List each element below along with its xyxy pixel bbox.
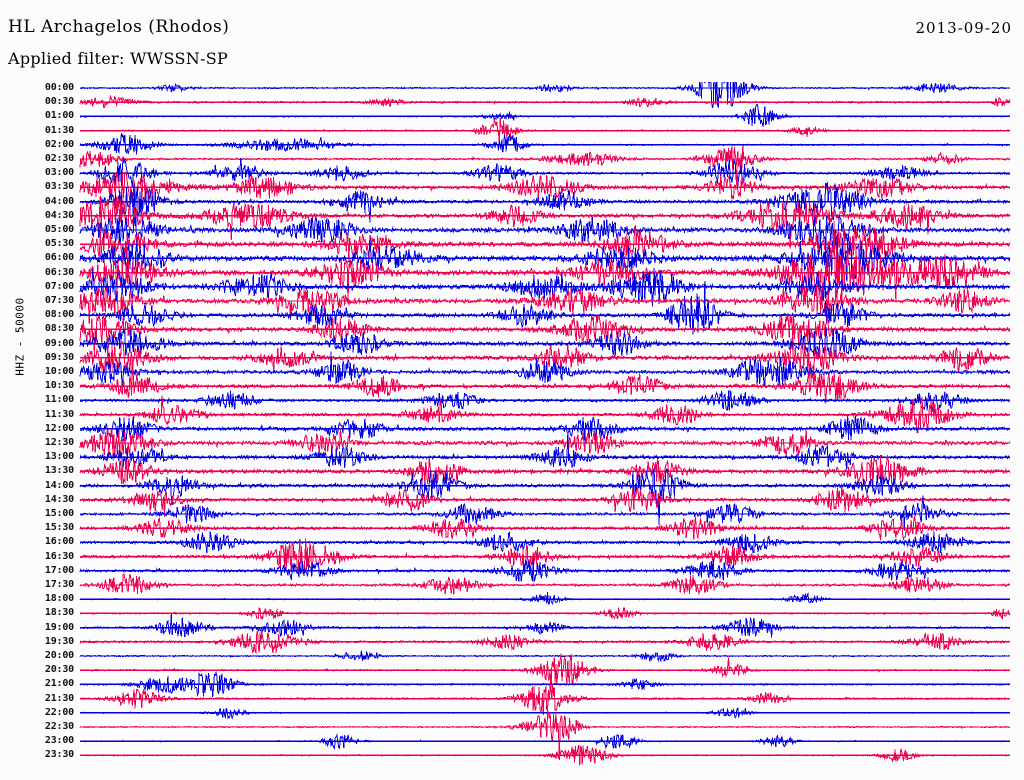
row-time-label: 15:00 <box>44 508 74 519</box>
seismic-trace <box>79 591 1011 605</box>
seismic-trace <box>79 267 1011 307</box>
seismic-trace <box>80 103 1011 127</box>
seismic-trace <box>79 711 1011 760</box>
row-time-label: 17:00 <box>44 564 74 576</box>
row-time-label: 12:00 <box>44 422 74 434</box>
page-title: HL Archagelos (Rhodos) <box>8 17 230 37</box>
row-time-label: 19:30 <box>44 635 74 647</box>
row-time-label: 09:00 <box>44 337 74 349</box>
row-time-label: 21:00 <box>44 678 74 690</box>
row-time-label: 05:30 <box>44 238 74 250</box>
row-time-label: 23:00 <box>44 735 74 747</box>
row-time-label: 20:00 <box>44 650 74 661</box>
seismic-trace <box>79 182 1011 223</box>
row-time-label: 13:30 <box>44 465 74 477</box>
row-time-label: 14:30 <box>44 493 74 505</box>
row-time-label: 02:30 <box>44 153 74 164</box>
seismic-trace <box>79 165 1011 207</box>
row-time-label: 03:30 <box>44 181 74 193</box>
seismic-trace <box>79 133 1011 155</box>
row-time-label: 22:00 <box>44 706 74 718</box>
row-time-label: 14:00 <box>44 479 74 491</box>
row-time-label: 19:00 <box>44 621 74 633</box>
row-time-label: 13:00 <box>44 451 74 463</box>
row-time-label: 11:00 <box>44 394 74 406</box>
row-time-label: 08:00 <box>44 309 74 321</box>
row-time-label: 01:30 <box>44 124 74 136</box>
row-time-label: 07:30 <box>44 295 74 306</box>
row-time-label: 10:30 <box>44 380 74 392</box>
row-time-label: 01:00 <box>44 110 74 122</box>
seismic-trace <box>79 486 1011 517</box>
row-time-label: 23:30 <box>44 749 74 761</box>
row-time-label: 16:00 <box>44 536 74 548</box>
row-time-label: 18:00 <box>44 593 74 605</box>
row-time-label: 04:30 <box>44 209 74 221</box>
row-time-label: 12:30 <box>44 437 74 448</box>
row-time-label: 10:00 <box>44 366 74 377</box>
row-time-label: 03:00 <box>44 167 74 179</box>
seismic-trace <box>79 433 1011 471</box>
row-time-label: 06:00 <box>44 252 74 264</box>
row-time-label: 15:30 <box>44 522 74 534</box>
row-time-label: 00:30 <box>44 96 74 108</box>
row-time-label: 02:00 <box>44 138 74 150</box>
seismic-trace <box>79 614 1011 638</box>
helicorder-plot: 00:00 00:30 01:00 01:30 02:00 02:30 03:00 03:30… <box>0 82 1024 777</box>
row-time-label: 18:30 <box>44 607 74 619</box>
row-time-label: 22:30 <box>44 721 74 732</box>
row-time-label: 07:00 <box>44 280 74 292</box>
applied-filter-label: Applied filter: WWSSN-SP <box>8 49 229 68</box>
row-time-label: 00:00 <box>44 82 74 93</box>
row-time-label: 05:00 <box>44 224 74 235</box>
seismic-trace <box>79 145 1011 170</box>
seismic-trace <box>79 82 1011 109</box>
trace-canvas <box>79 82 1011 766</box>
row-time-label: 08:30 <box>44 323 74 335</box>
row-time-label: 09:30 <box>44 351 74 363</box>
seismic-trace <box>79 531 1011 557</box>
row-time-label: 17:30 <box>44 579 74 590</box>
row-time-label: 06:30 <box>44 266 74 278</box>
recording-date: 2013-09-20 <box>915 19 1012 37</box>
row-time-label: 20:30 <box>44 664 74 676</box>
row-time-label: 04:00 <box>44 195 74 207</box>
seismic-trace <box>79 215 1011 255</box>
seismic-trace <box>79 359 1011 404</box>
seismic-trace <box>79 285 1011 325</box>
row-time-label: 11:30 <box>44 408 74 420</box>
seismic-trace <box>79 224 1011 271</box>
row-time-label: 21:30 <box>44 692 74 704</box>
seismic-trace <box>79 221 1011 305</box>
row-time-label: 16:30 <box>44 550 74 562</box>
